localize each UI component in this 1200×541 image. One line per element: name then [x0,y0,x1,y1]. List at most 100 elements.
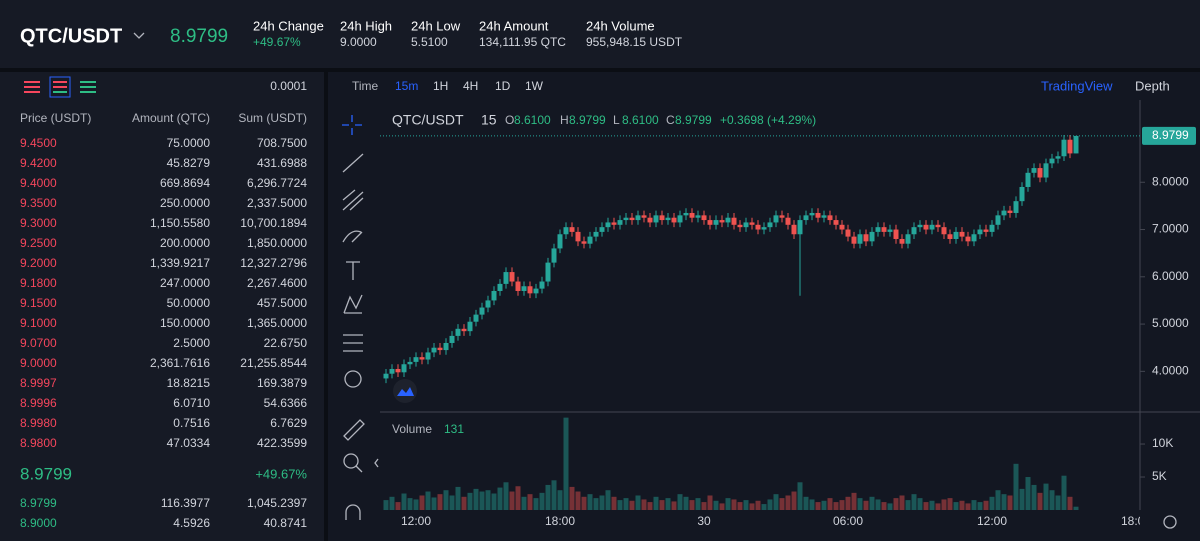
candle-body [383,373,389,379]
bid-cell: 40.8741 [264,516,308,530]
candle-body [941,227,947,235]
bid-cell: 4.5926 [173,516,210,530]
ask-cell: 200.0000 [160,236,210,250]
volume-bar [923,502,929,510]
tick-size[interactable]: 0.0001 [270,79,307,93]
interval-button[interactable]: 15m [395,79,418,93]
candle-body [689,212,695,218]
volume-bar [941,499,947,510]
view-button[interactable]: Depth [1135,78,1170,93]
volume-bar [755,500,761,510]
volume-bar [977,502,983,510]
candle-body [1013,201,1019,213]
candle-body [599,227,605,232]
book-view-buttons[interactable] [24,76,96,98]
volume-bar [935,503,941,510]
y-tick-label: 6.0000 [1152,269,1189,283]
x-tick-label: 06:00 [833,514,863,528]
candle-body [581,241,587,244]
candle-body [803,215,809,221]
volume-bar [647,502,653,510]
candle-body [1025,172,1031,187]
volume-bar [995,490,1001,510]
header-bar [0,0,1200,68]
volume-bar [485,490,491,510]
volume-bar [881,502,887,510]
volume-bar [743,500,749,510]
volume-bar [1013,463,1019,510]
pair-dropdown[interactable] [133,32,145,39]
volume-bar [467,492,473,510]
volume-bar [629,500,635,510]
volume-bar [713,500,719,510]
volume-bar [551,480,557,510]
volume-bar [893,498,899,510]
candle-body [647,217,653,223]
drawing-toolbar[interactable] [342,115,417,520]
volume-bar [1007,495,1013,510]
settings-button[interactable] [1163,515,1177,529]
volume-bar [1025,477,1031,510]
ask-price: 9.4000 [20,176,57,190]
candle-body [767,222,773,228]
candle-body [431,347,437,353]
volume-bar [407,498,413,510]
candle-body [1043,163,1049,178]
legend-field: L [613,113,620,127]
candle-body [947,234,953,239]
volume-bar [1037,492,1043,510]
candle-body [479,307,485,315]
volume-bar [455,486,461,510]
y-tick-label: 8.0000 [1152,174,1189,188]
candle-body [605,222,611,228]
ask-price: 9.1000 [20,316,57,330]
legend-interval: 15 [481,112,497,128]
candle-body [959,231,965,237]
volume-bar [863,500,869,510]
volume-bar [1061,475,1067,510]
candle-body [713,220,719,225]
candle-body [1037,168,1043,178]
candle-body [557,234,563,249]
candle-body [437,347,443,351]
stat-label: 24h Change [253,18,324,33]
candle-body [455,328,461,336]
last-price-label: 8.9799 [1152,128,1189,142]
ask-cell: 150.0000 [160,316,210,330]
volume-bar [611,496,617,510]
candle-body [1073,135,1079,154]
candle-body [791,224,797,235]
candle-body [425,352,431,360]
candle-body [869,231,875,242]
volume-bar [449,495,455,510]
volume-bar [791,491,797,510]
candle-body [503,272,509,284]
volume-bar [707,495,713,510]
volume-bar [779,498,785,510]
volume-bar [473,488,479,510]
volume-bar [761,504,767,510]
legend-value: 8.9799 [569,113,606,127]
interval-button[interactable]: 1W [525,79,544,93]
volume-bar [605,490,611,510]
y-tick-label: 4.0000 [1152,364,1189,378]
candle-body [395,368,401,373]
interval-button[interactable]: 1H [433,79,448,93]
stat-label: 24h Low [411,18,461,33]
interval-button[interactable]: 1D [495,79,511,93]
candle-body [461,328,467,332]
volume-bar [821,500,827,510]
candle-body [833,220,839,225]
stat-label: 24h Amount [479,18,549,33]
volume-bar [989,496,995,510]
view-button[interactable]: TradingView [1041,78,1113,93]
candle-body [485,300,491,308]
interval-button[interactable]: 4H [463,79,478,93]
volume-bar [419,495,425,510]
volume-bar [599,495,605,510]
column-header: Amount (QTC) [132,111,210,125]
volume-bar [569,486,575,510]
legend-change: +0.3698 (+4.29%) [720,113,816,127]
time-label: Time [352,79,379,93]
